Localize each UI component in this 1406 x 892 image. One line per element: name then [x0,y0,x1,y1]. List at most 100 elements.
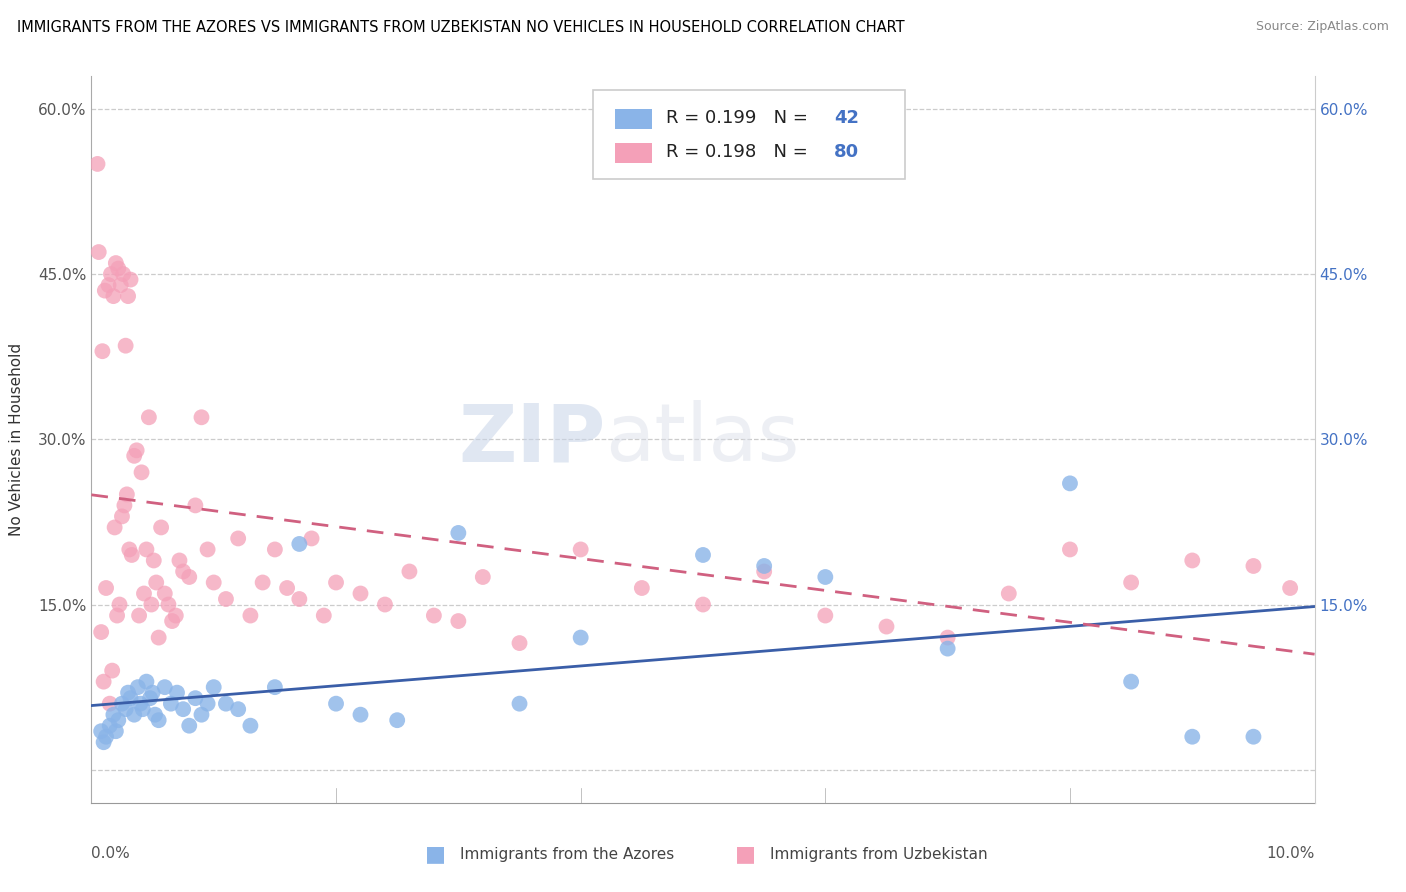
Point [114,339,136,353]
Point [117,686,139,700]
Point [104,256,127,270]
Text: IMMIGRANTS FROM THE AZORES VS IMMIGRANTS FROM UZBEKISTAN NO VEHICLES IN HOUSEHOL: IMMIGRANTS FROM THE AZORES VS IMMIGRANTS… [17,20,904,35]
Point [148,631,170,645]
Point [814,570,837,584]
Text: Source: ZipAtlas.com: Source: ZipAtlas.com [1256,20,1389,33]
Point [385,713,409,727]
Point [875,619,898,633]
Point [692,598,714,612]
Text: 0.0%: 0.0% [91,847,131,862]
Point [120,691,142,706]
Point [150,520,173,534]
Point [153,680,176,694]
Point [1059,476,1081,491]
Point [447,525,470,540]
Point [94,581,117,595]
Point [179,570,201,584]
Point [197,697,219,711]
Point [509,697,531,711]
Point [112,499,135,513]
FancyBboxPatch shape [593,90,905,179]
Point [1243,730,1265,744]
Text: 42: 42 [834,109,859,127]
Text: ■: ■ [426,845,446,864]
Point [101,664,124,678]
Point [90,625,112,640]
Point [153,586,176,600]
Point [139,691,162,706]
Point [301,532,323,546]
Point [754,565,776,579]
Y-axis label: No Vehicles in Household: No Vehicles in Household [10,343,24,536]
Text: ■: ■ [735,845,755,864]
Point [117,289,139,303]
Point [754,559,776,574]
Point [100,267,122,281]
Point [132,586,155,600]
Point [115,487,138,501]
Point [94,284,117,298]
Point [325,575,347,590]
Point [141,598,163,612]
Point [104,520,127,534]
Point [197,542,219,557]
Text: ZIP: ZIP [458,401,605,478]
Point [125,443,148,458]
Point [471,570,494,584]
Point [814,608,837,623]
Point [135,674,157,689]
Point [190,410,212,425]
Point [1243,559,1265,574]
Point [114,702,136,716]
Point [239,719,262,733]
Point [160,614,183,628]
Point [135,542,157,557]
Point [122,449,145,463]
Point [127,680,149,694]
Point [288,592,311,607]
Point [239,608,262,623]
Point [226,702,249,716]
Point [90,724,112,739]
Bar [614,143,651,163]
Point [349,707,371,722]
Point [184,691,207,706]
Point [276,581,298,595]
Point [202,680,225,694]
Point [998,586,1021,600]
Text: 80: 80 [834,143,859,161]
Point [1121,575,1143,590]
Point [165,608,187,623]
Point [108,598,131,612]
Point [423,608,446,623]
Point [141,686,163,700]
Point [398,565,420,579]
Text: R = 0.199   N =: R = 0.199 N = [666,109,814,127]
Point [179,719,201,733]
Point [120,272,142,286]
Point [103,289,125,303]
Point [160,697,183,711]
Point [97,278,120,293]
Point [190,707,212,722]
Point [157,598,180,612]
Text: Immigrants from the Azores: Immigrants from the Azores [460,847,673,862]
Point [111,697,134,711]
Point [112,267,135,281]
Point [86,157,108,171]
Point [93,674,115,689]
Point [215,592,238,607]
Point [107,713,129,727]
Point [128,608,150,623]
Point [107,261,129,276]
Point [148,713,170,727]
Point [447,614,470,628]
Point [166,686,188,700]
Point [143,707,166,722]
Point [118,542,141,557]
Point [936,631,959,645]
Point [145,575,167,590]
Point [142,553,165,567]
Point [202,575,225,590]
Point [569,631,592,645]
